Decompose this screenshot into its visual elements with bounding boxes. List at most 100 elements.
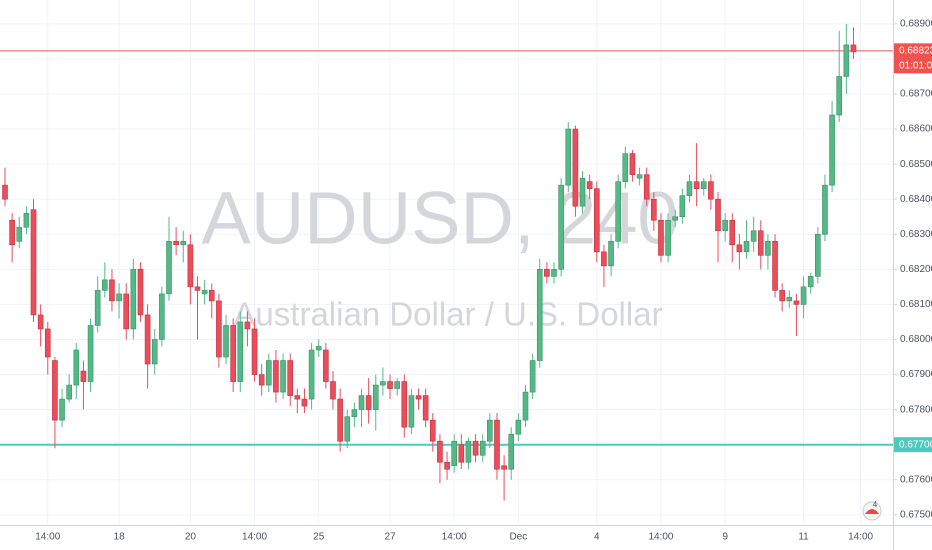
candle-body [807, 276, 814, 288]
candle-body [244, 321, 251, 330]
price-label-box [894, 43, 932, 74]
candle [344, 409, 351, 449]
candle-body [765, 240, 771, 256]
candle-body [743, 240, 750, 253]
candle [815, 227, 821, 284]
x-tick-label: 14:00 [242, 532, 267, 543]
candle [544, 262, 550, 284]
candle [822, 174, 828, 242]
candle [387, 374, 393, 400]
candle-body [715, 198, 721, 232]
candle-body [850, 44, 857, 53]
candle-body [565, 128, 572, 186]
candle-body [593, 188, 600, 253]
candle-body [344, 416, 351, 442]
candle [87, 318, 94, 393]
candle [237, 311, 244, 393]
candle-body [779, 290, 785, 302]
candle [601, 244, 607, 287]
candle [59, 388, 65, 428]
candle-body [44, 328, 51, 358]
candle-body [629, 153, 636, 175]
notification-icon[interactable]: 4 [862, 500, 882, 521]
candle [757, 220, 764, 270]
candle [836, 30, 843, 123]
candle [779, 283, 785, 312]
candle [615, 174, 621, 249]
x-tick-label: 14:00 [648, 532, 673, 543]
candle-body [843, 44, 850, 77]
candle-body [351, 409, 358, 417]
candle-body [337, 398, 343, 442]
candle [130, 258, 137, 340]
candle-body [380, 381, 386, 386]
candle [180, 230, 187, 263]
candle [572, 125, 579, 217]
candle-body [87, 325, 94, 382]
candle-body [750, 230, 757, 242]
candle [772, 234, 778, 298]
candle [258, 364, 265, 396]
candle [494, 413, 500, 480]
candle-body [187, 244, 194, 288]
candle-body [194, 286, 201, 291]
price-label: 0.68823 [899, 45, 932, 56]
candle-body [643, 174, 650, 200]
candle [408, 388, 415, 435]
candle [515, 413, 522, 442]
candle [729, 213, 736, 263]
candle-body [273, 360, 279, 393]
candle-body [458, 444, 465, 463]
x-tick-label: 18 [114, 532, 126, 543]
candle-body [829, 114, 835, 186]
candle [586, 174, 593, 200]
candle-body [422, 395, 429, 421]
candle [529, 353, 536, 400]
candle [166, 216, 172, 301]
candle [636, 167, 643, 186]
candle [565, 122, 572, 193]
candle [308, 342, 315, 410]
candle-body [166, 240, 172, 295]
x-tick-label: 9 [722, 532, 728, 543]
candle [579, 171, 586, 214]
candle [465, 437, 472, 470]
candle [16, 216, 23, 249]
candle [665, 213, 671, 263]
x-tick-label: 25 [313, 532, 325, 543]
candle-body [387, 381, 393, 389]
candle-body [494, 419, 500, 470]
candle-body [472, 440, 479, 456]
candle [266, 353, 272, 393]
candle [230, 318, 236, 393]
candle [693, 143, 700, 207]
candle-body [686, 181, 693, 196]
candle [743, 220, 750, 259]
candle-body [665, 219, 671, 256]
candle [750, 216, 757, 252]
candle-body [9, 219, 15, 246]
candle [351, 402, 358, 428]
candle [37, 304, 44, 347]
candle-body [651, 198, 657, 221]
candle-body [80, 370, 87, 382]
candle [401, 374, 408, 438]
candle-body [401, 381, 408, 428]
candle-body [636, 174, 643, 179]
candle-body [479, 440, 486, 456]
candle [629, 150, 636, 182]
countdown-label: 01:01:05 [899, 60, 932, 71]
candle-body [579, 177, 586, 207]
candle [116, 283, 122, 319]
candle-body [793, 300, 800, 305]
candle-body [679, 195, 686, 218]
candle-body [180, 240, 187, 246]
candle-body [608, 240, 614, 267]
candle-body [251, 328, 258, 375]
watermark-title: AUDUSD, 240 [201, 177, 678, 260]
x-tick-label: 11 [798, 532, 809, 543]
candle-body [230, 325, 236, 382]
